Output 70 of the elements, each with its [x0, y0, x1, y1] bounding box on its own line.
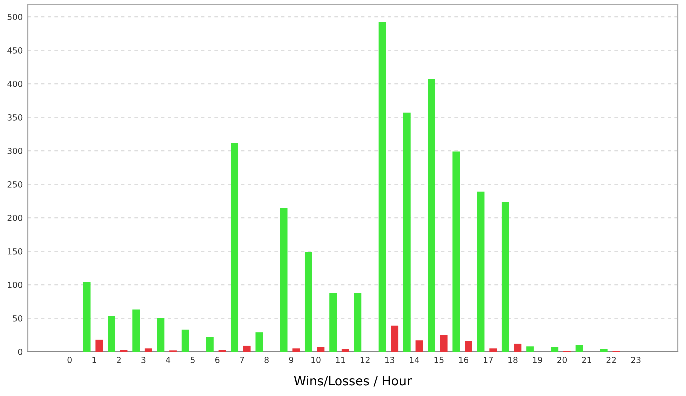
x-tick-label: 0 — [68, 357, 72, 364]
x-tick-label: 15 — [434, 357, 444, 364]
bar — [378, 22, 386, 352]
y-tick-label: 150 — [8, 248, 23, 255]
bar — [157, 318, 165, 352]
y-tick-label: 450 — [8, 48, 23, 54]
x-tick-label: 14 — [410, 357, 420, 364]
x-tick-label: 13 — [386, 357, 395, 364]
bar — [317, 347, 325, 352]
bar — [256, 332, 264, 352]
y-tick-label: 300 — [8, 148, 23, 154]
x-tick-label: 12 — [360, 357, 370, 364]
x-tick-label: 23 — [631, 357, 641, 364]
bar — [416, 340, 424, 352]
bar — [342, 349, 350, 352]
bar — [132, 310, 140, 352]
bar — [108, 316, 116, 352]
bar — [465, 341, 472, 352]
x-tick-label: 7 — [240, 357, 244, 364]
bar — [502, 202, 510, 352]
x-tick-label: 9 — [289, 357, 294, 364]
bar — [440, 335, 448, 352]
bar — [600, 349, 608, 352]
x-tick-label: 5 — [190, 357, 195, 364]
x-tick-label: 6 — [216, 357, 220, 364]
bar — [526, 346, 534, 352]
y-tick-label: 250 — [8, 182, 23, 188]
bar — [96, 340, 104, 352]
bar — [391, 326, 399, 352]
bar — [304, 252, 312, 352]
bar — [403, 112, 411, 352]
bar — [354, 293, 362, 352]
bar — [206, 337, 214, 352]
bar — [551, 347, 559, 352]
x-tick-label: 8 — [264, 357, 269, 364]
y-tick-label: 100 — [8, 282, 23, 288]
y-tick-label: 350 — [8, 114, 23, 121]
x-tick-label: 19 — [533, 357, 542, 364]
x-tick-label: 1 — [92, 357, 96, 364]
bar — [576, 345, 584, 352]
bar — [144, 348, 152, 352]
x-tick-label: 17 — [484, 357, 494, 364]
y-tick-label: 500 — [8, 14, 23, 20]
bar — [231, 142, 239, 352]
y-tick-label: 50 — [13, 315, 23, 322]
y-tick-label: 0 — [18, 348, 23, 356]
y-tick-label: 400 — [8, 81, 23, 88]
bar — [490, 348, 498, 352]
bar — [428, 79, 436, 352]
bar — [477, 192, 485, 352]
bar — [292, 348, 300, 352]
bar — [243, 346, 251, 352]
bar — [182, 330, 190, 352]
x-tick-label: 21 — [582, 357, 592, 364]
x-tick-label: 20 — [558, 357, 568, 364]
bar — [280, 208, 288, 352]
bar — [330, 293, 337, 352]
bar — [83, 282, 91, 352]
bar — [452, 152, 460, 352]
x-tick-label: 4 — [166, 357, 171, 364]
x-tick-label: 16 — [459, 357, 469, 364]
x-tick-label: 10 — [312, 357, 321, 364]
bar — [514, 344, 522, 352]
x-tick-label: 2 — [117, 357, 121, 364]
x-tick-label: 11 — [336, 357, 346, 364]
x-axis-title: Wins/Losses / Hour — [294, 376, 412, 387]
x-tick-label: 3 — [142, 357, 146, 364]
y-tick-label: 200 — [8, 215, 23, 222]
x-tick-label: 22 — [606, 357, 616, 364]
x-tick-label: 18 — [508, 357, 518, 364]
